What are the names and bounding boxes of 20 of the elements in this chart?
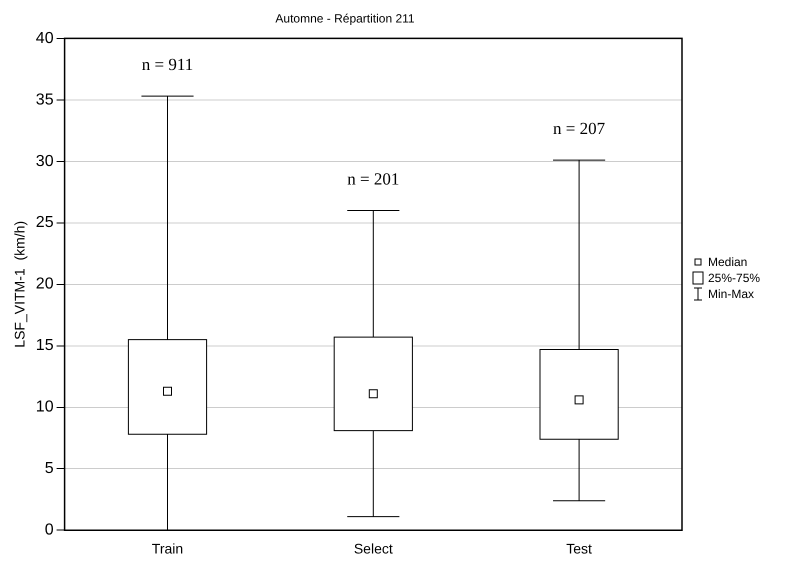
text: 25%-75% <box>708 270 760 286</box>
y-tick-label: 10 <box>36 398 54 416</box>
text: Median <box>708 254 748 270</box>
y-tick-label: 0 <box>44 522 54 539</box>
x-tick-label: Test <box>566 540 592 556</box>
y-axis-title: LSF_VITM-1 (km/h) <box>11 220 28 348</box>
y-tick-label: 5 <box>44 460 54 478</box>
y-tick-label: 30 <box>36 152 54 170</box>
annotation: n = 201 <box>347 170 400 188</box>
annotation: n = 207 <box>553 119 606 138</box>
y-tick-label: 15 <box>36 337 54 354</box>
annotation: n = 911 <box>142 55 194 74</box>
y-tick-label: 35 <box>36 91 54 108</box>
chart-title: Automne - Répartition 211 <box>275 12 415 26</box>
y-tick-label: 20 <box>36 276 54 293</box>
x-tick-label: Train <box>152 540 184 556</box>
text: Min-Max <box>708 286 754 302</box>
y-tick-label: 25 <box>36 214 54 232</box>
y-tick-label: 40 <box>36 30 54 47</box>
x-tick-label: Select <box>354 540 393 556</box>
